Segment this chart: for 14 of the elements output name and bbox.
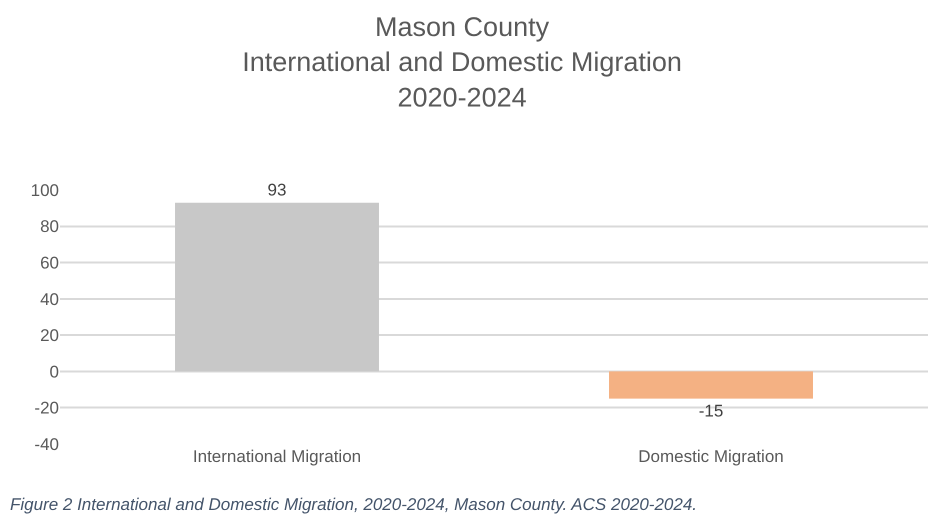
y-tick-label: 0 xyxy=(50,362,59,382)
x-tick-label: International Migration xyxy=(192,447,362,466)
y-tick-label: 40 xyxy=(40,290,59,309)
chart-title: Mason County International and Domestic Migration 2020-2024 xyxy=(242,12,682,112)
data-label: 93 xyxy=(268,180,286,200)
caption: Figure 2 International and Domestic Migration, 2020-2024, Mason County. ACS 2020-2024. xyxy=(10,495,698,514)
x-tick-label: Domestic Migration xyxy=(638,447,784,466)
y-tick-label: -40 xyxy=(34,434,59,454)
y-tick-label: 60 xyxy=(40,254,59,273)
y-tick-label: -20 xyxy=(34,398,59,418)
y-tick-label: 20 xyxy=(40,326,59,346)
y-tick-label: 80 xyxy=(40,217,59,236)
y-tick-label: 100 xyxy=(30,180,59,200)
data-label: -15 xyxy=(698,402,724,421)
